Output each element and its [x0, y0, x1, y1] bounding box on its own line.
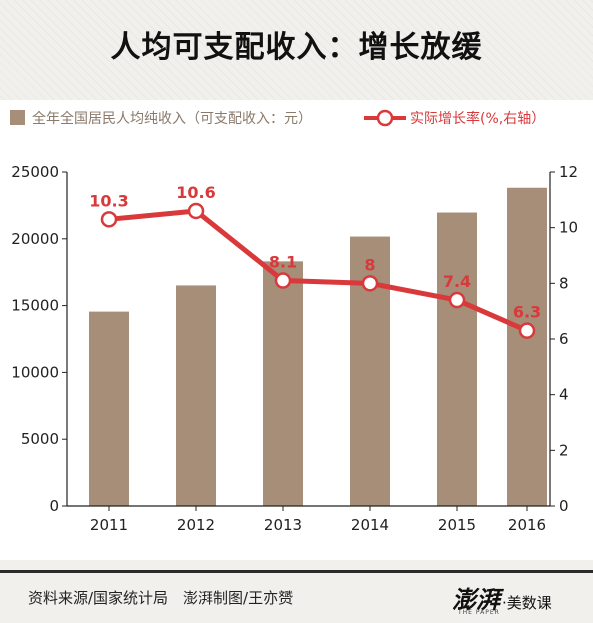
legend: 全年全国居民人均纯收入（可支配收入：元） 实际增长率(%,右轴） [0, 100, 593, 136]
growth-label-2012: 10.6 [176, 183, 215, 202]
bar-2011 [89, 311, 129, 506]
x-tick-label: 2014 [351, 516, 389, 534]
bar-2016 [507, 187, 547, 506]
brand-logo: 澎湃 ·美数课 [452, 580, 552, 615]
x-tick-label: 2012 [177, 516, 215, 534]
right-tick-label: 2 [559, 441, 569, 459]
chart-area: 0 5000 10000 15000 20000 25000 0 2 4 6 8 10 12 2011 20… [0, 136, 593, 560]
bar-2013 [263, 261, 303, 506]
source-credit: 资料来源/国家统计局 澎湃制图/王亦赟 [28, 589, 294, 607]
growth-point-2011 [100, 211, 118, 228]
chart-title: 人均可支配收入：增长放缓 [110, 30, 483, 65]
growth-point-2012 [187, 202, 205, 220]
bar-2012 [176, 285, 216, 506]
legend-bar-swatch [10, 110, 25, 125]
growth-point-2015 [448, 291, 466, 309]
right-tick-label: 6 [559, 330, 569, 348]
legend-line-marker [364, 109, 406, 127]
bar-2015 [437, 212, 477, 506]
legend-bar-label: 全年全国居民人均纯收入（可支配收入：元） [32, 111, 312, 127]
left-tick-label: 5000 [21, 430, 59, 448]
growth-rate-line [108, 208, 529, 333]
growth-label-2011: 10.3 [89, 191, 128, 210]
right-tick-label: 10 [559, 219, 578, 237]
right-tick-label: 8 [559, 274, 569, 292]
growth-point-2016 [518, 322, 536, 339]
growth-point-2013 [274, 272, 292, 289]
right-tick-label: 4 [559, 386, 569, 404]
x-tick-label: 2015 [438, 516, 476, 534]
right-tick-label: 0 [559, 497, 569, 515]
x-tick-label: 2013 [264, 516, 302, 534]
right-tick-label: 12 [559, 163, 578, 181]
growth-label-2016: 6.3 [513, 303, 541, 322]
chart-svg: 0 5000 10000 15000 20000 25000 0 2 4 6 8 10 12 2011 20… [11, 163, 578, 534]
x-tick-label: 2016 [508, 516, 546, 534]
x-tick-label: 2011 [90, 516, 128, 534]
header: 人均可支配收入：增长放缓 [0, 0, 593, 88]
left-tick-label: 0 [49, 497, 59, 515]
left-tick-label: 25000 [11, 163, 59, 181]
growth-label-2014: 8 [364, 255, 375, 274]
footer-divider [0, 570, 593, 573]
left-tick-label: 15000 [11, 297, 59, 315]
growth-point-2014 [361, 275, 379, 292]
brand-tiny: THE PAPER [458, 609, 500, 616]
brand-sub: ·美数课 [502, 594, 552, 612]
brand-main: 澎湃 [452, 585, 500, 614]
left-tick-label: 20000 [11, 230, 59, 248]
legend-line-label: 实际增长率(%,右轴） [410, 111, 546, 127]
left-tick-label: 10000 [11, 363, 59, 381]
growth-label-2013: 8.1 [269, 253, 297, 272]
footer: 资料来源/国家统计局 澎湃制图/王亦赟 澎湃 ·美数课 THE PAPER [0, 560, 593, 623]
growth-label-2015: 7.4 [443, 272, 471, 291]
